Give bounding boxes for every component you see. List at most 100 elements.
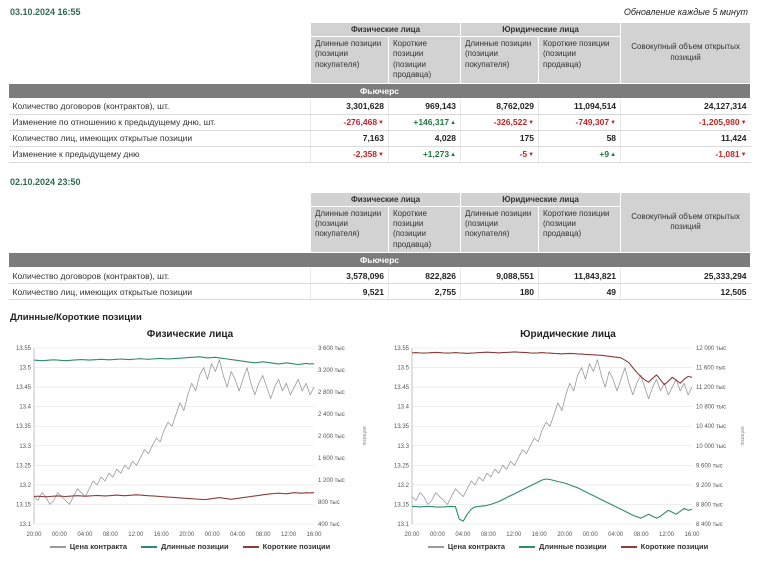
svg-text:12:00: 12:00: [128, 532, 144, 538]
svg-text:04:00: 04:00: [77, 532, 93, 538]
section-title-long-short: Длинные/Короткие позиции: [10, 312, 142, 324]
legend-item-long: Длинные позиции: [141, 542, 229, 551]
svg-text:позиции: позиции: [362, 426, 368, 445]
svg-text:13.45: 13.45: [16, 385, 32, 391]
cell-value: 2,755: [387, 283, 461, 301]
svg-text:13.55: 13.55: [394, 346, 410, 352]
group-header-legal: Юридические лица: [460, 22, 622, 37]
svg-text:13.25: 13.25: [16, 463, 32, 469]
svg-text:04:00: 04:00: [608, 532, 624, 538]
svg-text:04:00: 04:00: [230, 532, 246, 538]
header-short-seller: Короткие позиции (позиции продавца): [538, 36, 622, 84]
svg-text:00:00: 00:00: [430, 532, 446, 538]
table-row: Количество договоров (контрактов), шт. 3…: [8, 98, 751, 115]
legend-label: Цена контракта: [447, 542, 506, 552]
header-short-seller: Короткие позиции (позиции продавца): [387, 36, 462, 84]
svg-text:20:00: 20:00: [179, 532, 195, 538]
chart-individuals: Физические лица 13.1 13.15 13.2 13.25 13.3 13…: [4, 325, 376, 551]
header-long-buyer: Длинные позиции (позиции покупателя): [310, 36, 389, 84]
row-label: Изменение по отношению к предыдущему дню…: [8, 114, 311, 131]
svg-text:10 800 тыс: 10 800 тыс: [696, 405, 726, 411]
svg-text:13.3: 13.3: [397, 444, 409, 450]
chart-title: Физические лица: [146, 329, 234, 341]
group-header-individuals: Физические лица: [309, 22, 462, 37]
cell-value: +1,273▲: [387, 146, 461, 163]
top-bar: 03.10.2024 16:55 Обновление каждые 5 мин…: [0, 0, 758, 22]
timestamp-previous: 02.10.2024 23:50: [10, 176, 81, 187]
cell-value: -326,522▼: [460, 114, 539, 131]
svg-text:11 200 тыс: 11 200 тыс: [696, 385, 726, 391]
header-long-buyer: Длинные позиции (позиции покупателя): [460, 205, 540, 254]
svg-text:04:00: 04:00: [455, 532, 471, 538]
table-row: Изменение к предыдущему дню -2,358▼ +1,2…: [8, 146, 751, 163]
cell-value: 25,333,294: [620, 267, 751, 285]
legend-label: Короткие позиции: [262, 542, 331, 552]
cell-value: -749,307▼: [538, 114, 621, 131]
svg-text:00:00: 00:00: [205, 532, 221, 538]
svg-text:13.5: 13.5: [397, 366, 409, 372]
header-long-buyer: Длинные позиции (позиции покупателя): [460, 36, 540, 84]
spacer-cell: [9, 37, 311, 84]
svg-text:16:00: 16:00: [154, 532, 170, 538]
svg-text:позиции: позиции: [740, 426, 746, 445]
open-positions-table-previous: Физические лица Юридические лица Совокуп…: [7, 191, 752, 301]
row-label: Количество лиц, имеющих открытые позиции: [8, 130, 311, 147]
legend-item-short: Короткие позиции: [620, 542, 709, 552]
svg-text:08:00: 08:00: [481, 532, 497, 538]
svg-text:00:00: 00:00: [583, 532, 599, 538]
open-positions-table-current: Физические лица Юридические лица Совокуп…: [7, 22, 752, 163]
svg-text:13.35: 13.35: [16, 424, 32, 430]
chart-legal-entities: Юридические лица 13.1 13.15 13.2 13.25 13.3 1…: [382, 325, 754, 551]
svg-text:13.1: 13.1: [19, 522, 31, 528]
price-line-swatch: [427, 545, 444, 548]
svg-text:20:00: 20:00: [26, 532, 42, 538]
cell-value: 58: [538, 130, 621, 147]
cell-value: 11,424: [620, 130, 751, 147]
second-block-header: 02.10.2024 23:50: [0, 163, 758, 192]
table-row: Изменение по отношению к предыдущему дню…: [8, 114, 751, 131]
cell-value: 12,505: [620, 283, 751, 301]
svg-text:08:00: 08:00: [103, 532, 119, 538]
charts-area: Физические лица 13.1 13.15 13.2 13.25 13.3 13…: [0, 325, 758, 551]
svg-text:1 200 тыс: 1 200 тыс: [318, 478, 345, 484]
legend-item-short: Короткие позиции: [242, 542, 331, 552]
row-label: Количество договоров (контрактов), шт.: [8, 98, 311, 115]
cell-value: -276,468▼: [310, 114, 389, 131]
svg-text:13.4: 13.4: [19, 405, 31, 411]
svg-text:800 тыс: 800 тыс: [318, 500, 340, 506]
svg-text:13.25: 13.25: [394, 463, 410, 469]
svg-text:400 тыс: 400 тыс: [318, 522, 340, 528]
group-header-legal: Юридические лица: [460, 191, 622, 207]
legend-label: Цена контракта: [69, 542, 128, 552]
svg-text:13.4: 13.4: [397, 405, 409, 411]
header-long-buyer: Длинные позиции (позиции покупателя): [310, 205, 389, 254]
spacer-cell: [9, 206, 311, 253]
cell-value: 3,578,096: [310, 267, 389, 285]
svg-text:00:00: 00:00: [52, 532, 68, 538]
svg-text:3 200 тыс: 3 200 тыс: [318, 368, 345, 374]
cell-value: 11,843,821: [538, 267, 621, 285]
svg-text:13.5: 13.5: [19, 366, 31, 372]
cell-value: 11,094,514: [538, 98, 621, 115]
legend-label: Короткие позиции: [640, 542, 709, 552]
chart-canvas: 13.1 13.15 13.2 13.25 13.3 13.35 13.4 13.45 13.5…: [382, 342, 754, 540]
legend-item-long: Длинные позиции: [519, 542, 607, 551]
svg-text:12:00: 12:00: [659, 532, 675, 538]
svg-text:13.3: 13.3: [19, 444, 31, 450]
short-line-swatch: [620, 545, 637, 548]
svg-text:8 400 тыс: 8 400 тыс: [696, 522, 723, 528]
svg-text:16:00: 16:00: [532, 532, 548, 538]
svg-text:13.2: 13.2: [397, 483, 409, 489]
cell-value: 9,088,551: [460, 267, 539, 285]
chart-legend: Цена контракта Длинные позиции Короткие …: [4, 542, 376, 551]
table-row: Количество лиц, имеющих открытые позиции…: [8, 130, 751, 147]
svg-text:13.2: 13.2: [19, 483, 31, 489]
cell-value: 822,826: [387, 267, 461, 285]
svg-text:16:00: 16:00: [684, 532, 700, 538]
cell-value: +9▲: [538, 146, 621, 163]
spacer-cell: [9, 23, 311, 37]
update-frequency-note: Обновление каждые 5 минут: [623, 7, 748, 17]
row-label: Изменение к предыдущему дню: [8, 146, 311, 163]
instrument-band-futures: Фьючерс: [7, 82, 752, 99]
cell-value: 180: [460, 283, 539, 301]
